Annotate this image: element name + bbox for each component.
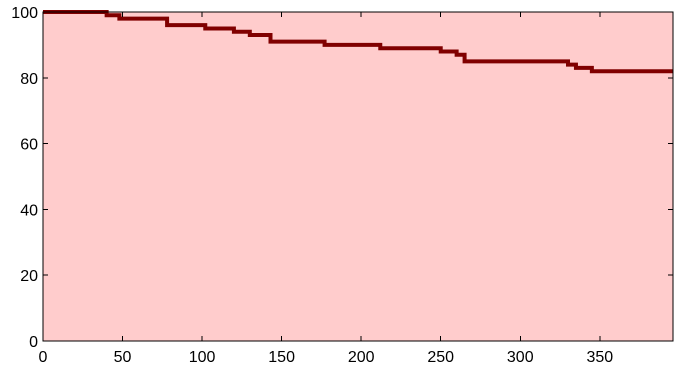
- x-tick-label: 250: [427, 349, 454, 366]
- x-tick-label: 100: [189, 349, 216, 366]
- y-tick-label: 40: [20, 202, 38, 219]
- x-tick-label: 200: [348, 349, 375, 366]
- x-tick-label: 350: [586, 349, 613, 366]
- y-tick-label: 60: [20, 137, 38, 154]
- x-tick-label: 150: [268, 349, 295, 366]
- y-tick-label: 80: [20, 71, 38, 88]
- series-line-0: [43, 10, 673, 74]
- series-layer: [43, 10, 673, 74]
- y-tick-label: 0: [29, 334, 38, 351]
- x-tick-label: 0: [39, 349, 48, 366]
- plot-area: [43, 12, 673, 341]
- y-tick-label: 20: [20, 268, 38, 285]
- x-tick-label: 50: [114, 349, 132, 366]
- x-tick-label: 300: [507, 349, 534, 366]
- y-axis: 0 20 40 60 80 100: [11, 5, 673, 351]
- y-tick-label: 100: [11, 5, 38, 22]
- x-axis: 0 50 100 150 200 250 300 350: [39, 12, 613, 366]
- plot-frame: [42, 11, 674, 342]
